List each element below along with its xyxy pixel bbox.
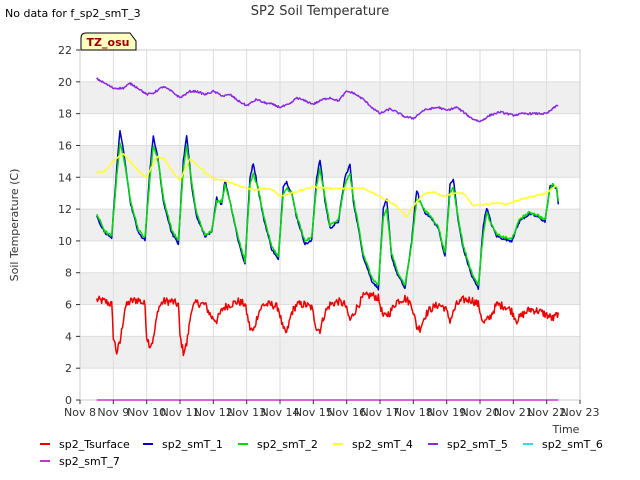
legend-label-sp2_smT_1: sp2_smT_1 (162, 438, 223, 451)
x-tick-label: Nov 9 (97, 406, 129, 419)
x-tick-label: Nov 11 (161, 406, 200, 419)
y-tick-label: 22 (58, 44, 72, 57)
series-lines (95, 77, 560, 401)
y-tick-label: 10 (58, 235, 72, 248)
plot-band (80, 145, 580, 178)
x-tick-label: Nov 16 (327, 406, 366, 419)
legend-label-sp2_smT_6: sp2_smT_6 (542, 438, 603, 451)
plot-band (80, 272, 580, 305)
plot-band (80, 368, 580, 400)
x-tick-label: Nov 8 (64, 406, 96, 419)
x-tick-label: Nov 17 (361, 406, 400, 419)
y-tick-label: 18 (58, 108, 72, 121)
legend-label-sp2_Tsurface: sp2_Tsurface (59, 438, 130, 451)
series-line-sp2_smT_4 (96, 153, 558, 218)
y-tick-label: 20 (58, 76, 72, 89)
plot-band (80, 113, 580, 146)
plot-band (80, 50, 580, 82)
y-tick-label: 16 (58, 139, 72, 152)
y-tick-label: 0 (65, 394, 72, 407)
legend-label-sp2_smT_2: sp2_smT_2 (257, 438, 318, 451)
tz-badge: TZ_osu (80, 32, 137, 51)
y-axis-ticks: 0 2 4 6 8 10 12 14 16 18 20 22 (58, 44, 80, 407)
series-line-sp2_Tsurface (95, 291, 560, 357)
x-tick-label: Nov 21 (494, 406, 533, 419)
x-tick-label: Nov 12 (194, 406, 233, 419)
y-tick-label: 6 (65, 299, 72, 312)
chart-title: SP2 Soil Temperature (251, 4, 389, 19)
y-tick-label: 4 (65, 330, 72, 343)
x-tick-label: Nov 15 (294, 406, 333, 419)
x-tick-label: Nov 10 (127, 406, 166, 419)
plot-band (80, 336, 580, 369)
legend-label-sp2_smT_7: sp2_smT_7 (59, 455, 120, 468)
no-data-note: No data for f_sp2_smT_3 (5, 7, 141, 20)
y-tick-label: 2 (65, 362, 72, 375)
plot-band (80, 304, 580, 337)
x-tick-label: Nov 19 (427, 406, 466, 419)
x-tick-label: Nov 23 (561, 406, 600, 419)
legend-label-sp2_smT_5: sp2_smT_5 (447, 438, 508, 451)
plot-band (80, 240, 580, 273)
y-axis-label: Soil Temperature (C) (8, 169, 21, 282)
legend: sp2_Tsurface sp2_smT_1 sp2_smT_2 sp2_smT_4 s… (40, 438, 603, 468)
x-tick-label: Nov 20 (461, 406, 500, 419)
x-axis-label: Time (552, 423, 580, 436)
y-tick-label: 14 (58, 171, 72, 184)
series-line-sp2_smT_5 (96, 77, 559, 123)
series-line-sp2_smT_2 (95, 142, 560, 286)
tz-badge-label: TZ_osu (87, 36, 130, 49)
legend-label-sp2_smT_4: sp2_smT_4 (352, 438, 413, 451)
x-tick-label: Nov 18 (394, 406, 433, 419)
y-tick-label: 12 (58, 203, 72, 216)
x-tick-label: Nov 22 (527, 406, 566, 419)
x-tick-label: Nov 14 (261, 406, 300, 419)
x-tick-label: Nov 13 (227, 406, 266, 419)
y-tick-label: 8 (65, 267, 72, 280)
